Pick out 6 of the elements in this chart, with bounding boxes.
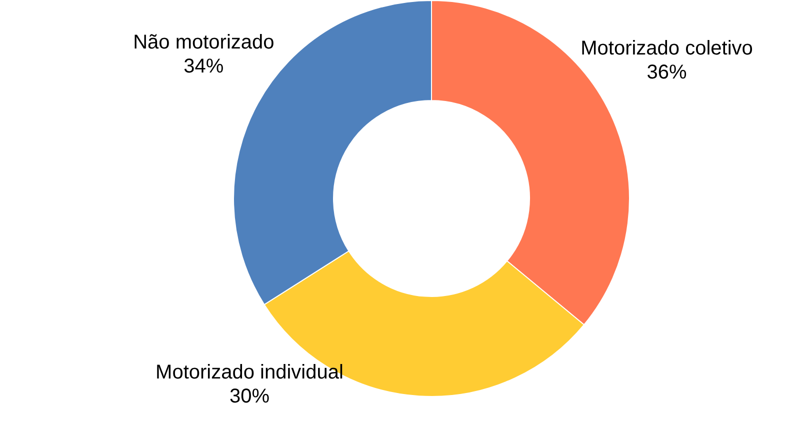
data-label: 34% — [184, 55, 224, 78]
slice-label: Motorizado coletivo — [580, 37, 753, 60]
slice-label: Motorizado individual — [156, 361, 344, 384]
data-label: 30% — [229, 385, 270, 408]
slice-label: Não motorizado — [133, 31, 274, 54]
data-label: 36% — [646, 61, 687, 84]
